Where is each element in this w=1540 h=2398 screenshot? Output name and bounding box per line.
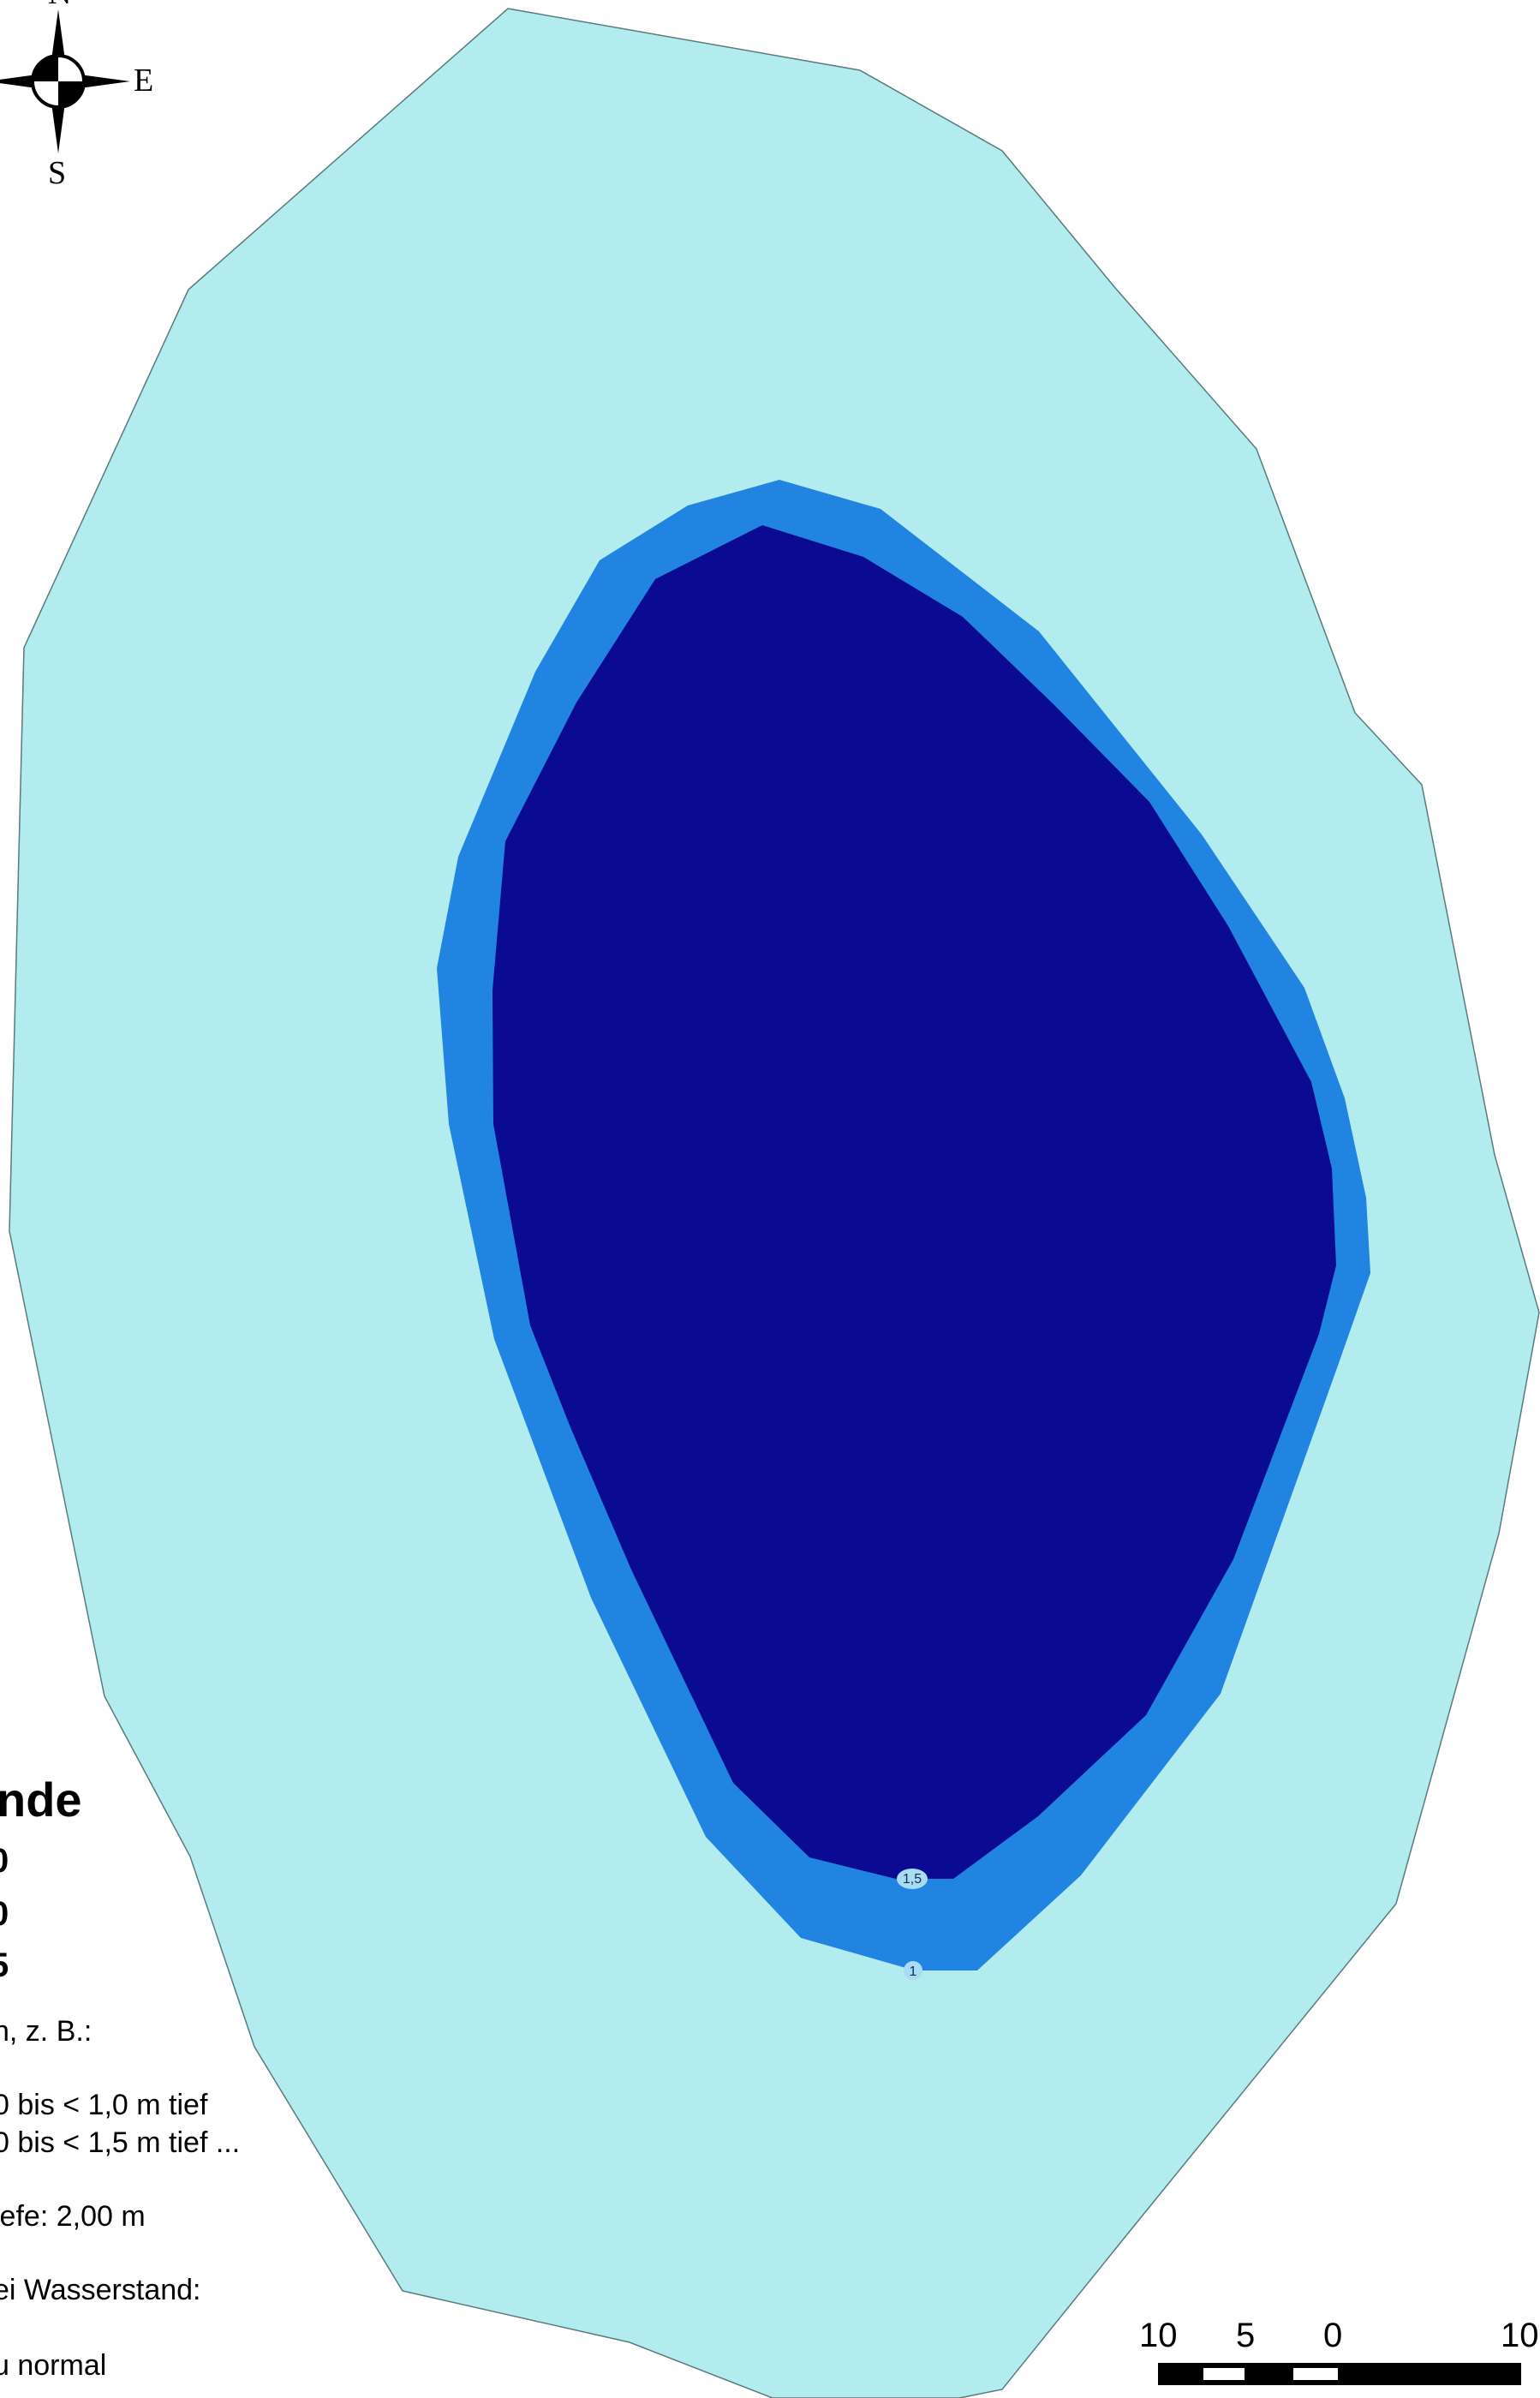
legend-title: nde [0,1773,82,1827]
scale-label-10-right: 10 [1501,2317,1539,2354]
depth-zone-deep [492,525,1336,1879]
legend-class-1: 0 [0,1842,9,1881]
contour-label-1-5: 1,5 [897,1869,928,1889]
compass-south-label: S [48,155,67,191]
scale-label-10-left: 10 [1139,2317,1178,2354]
legend-text-max-depth: iefe: 2,00 m [0,2200,146,2233]
legend-text-normal: u normal [0,2349,107,2382]
compass-rose-icon [0,9,130,153]
legend-class-2: 0 [0,1895,9,1934]
scale-bar [1158,2363,1521,2385]
legend-text-range-1: 0 bis < 1,0 m tief [0,2089,208,2121]
compass-north-label: N [48,0,71,12]
legend-class-3: 5 [0,1947,9,1985]
compass-east-label: E [134,63,154,99]
scale-label-0: 0 [1323,2317,1343,2354]
svg-text:1,5: 1,5 [903,1872,922,1887]
contour-label-1: 1 [904,1961,922,1980]
legend-text-example: n, z. B.: [0,2015,93,2048]
svg-text:1: 1 [910,1964,917,1979]
legend-text-water-level: ei Wasserstand: [0,2274,201,2306]
scale-label-5: 5 [1236,2317,1256,2354]
legend-text-range-2: 0 bis < 1,5 m tief ... [0,2126,241,2159]
